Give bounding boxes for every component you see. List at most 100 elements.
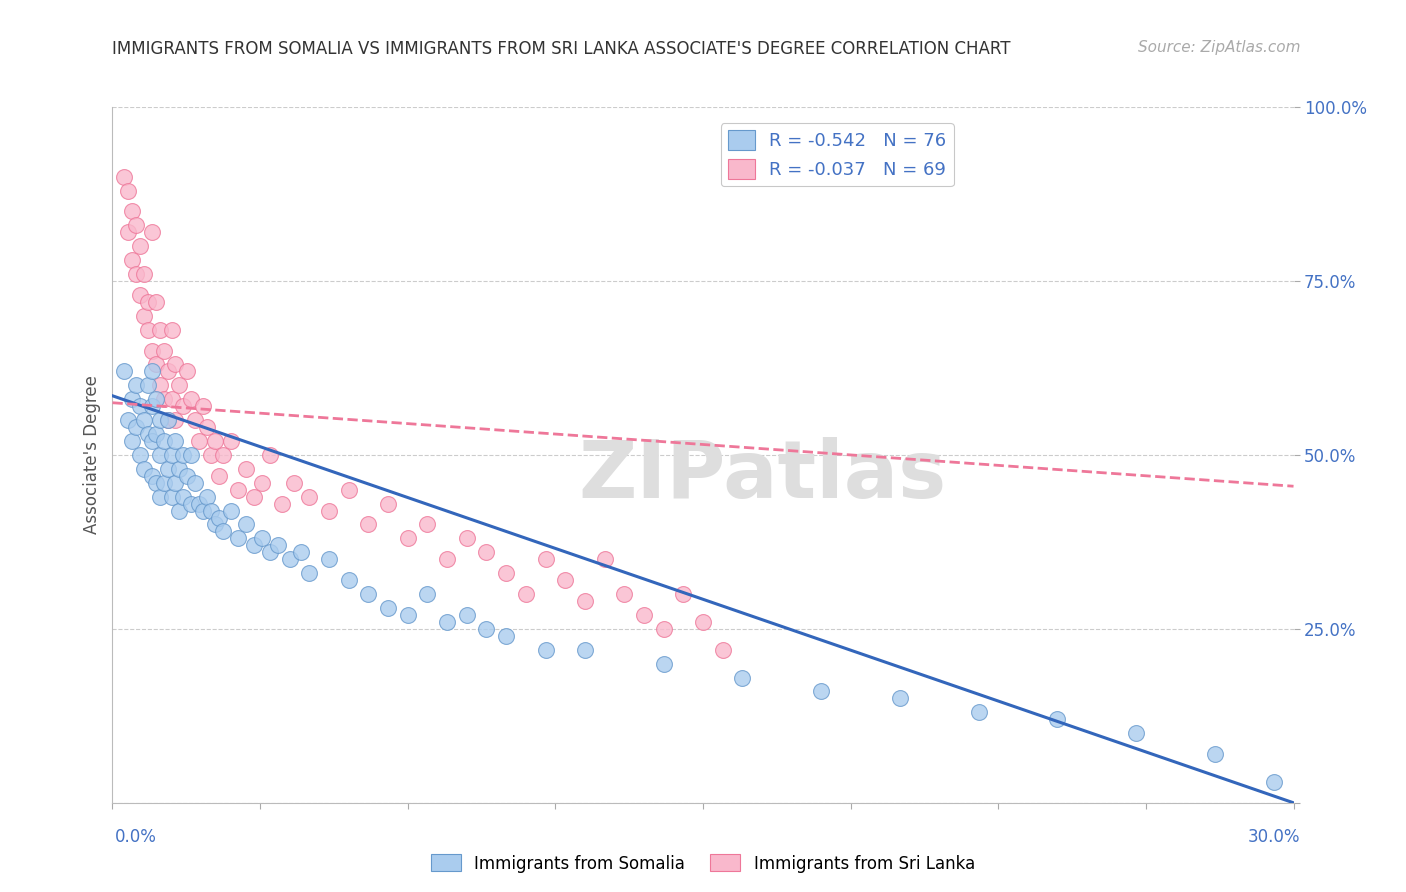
Point: [176, 468, 198, 483]
Point: [219, 434, 242, 448]
Point: [377, 497, 399, 511]
Point: [121, 253, 143, 268]
Point: [112, 364, 135, 378]
Point: [149, 448, 172, 462]
Point: [145, 475, 167, 490]
Point: [1204, 747, 1226, 761]
Point: [125, 267, 148, 281]
Point: [278, 552, 301, 566]
Point: [495, 566, 517, 581]
Point: [145, 427, 167, 442]
Text: ZIPatlas: ZIPatlas: [578, 437, 946, 515]
Point: [270, 497, 292, 511]
Point: [534, 552, 557, 566]
Point: [593, 552, 616, 566]
Point: [136, 323, 159, 337]
Point: [180, 497, 202, 511]
Point: [160, 448, 183, 462]
Point: [136, 294, 159, 309]
Point: [200, 448, 222, 462]
Point: [534, 642, 557, 657]
Point: [377, 601, 399, 615]
Point: [112, 169, 135, 184]
Point: [243, 490, 266, 504]
Point: [456, 532, 478, 546]
Point: [169, 503, 191, 517]
Point: [416, 587, 439, 601]
Point: [554, 573, 576, 587]
Point: [290, 545, 312, 559]
Point: [149, 378, 172, 392]
Point: [396, 607, 419, 622]
Point: [235, 462, 257, 476]
Point: [117, 413, 139, 427]
Text: Source: ZipAtlas.com: Source: ZipAtlas.com: [1137, 40, 1301, 55]
Point: [172, 490, 194, 504]
Text: IMMIGRANTS FROM SOMALIA VS IMMIGRANTS FROM SRI LANKA ASSOCIATE'S DEGREE CORRELAT: IMMIGRANTS FROM SOMALIA VS IMMIGRANTS FR…: [112, 40, 1011, 58]
Point: [211, 524, 233, 539]
Point: [125, 378, 148, 392]
Point: [169, 378, 191, 392]
Point: [574, 642, 596, 657]
Point: [235, 517, 257, 532]
Point: [149, 323, 172, 337]
Point: [357, 517, 380, 532]
Point: [152, 434, 174, 448]
Point: [1263, 775, 1285, 789]
Point: [156, 462, 179, 476]
Point: [475, 622, 498, 636]
Point: [145, 358, 167, 372]
Point: [125, 219, 148, 233]
Point: [132, 267, 155, 281]
Point: [152, 475, 174, 490]
Point: [117, 184, 139, 198]
Point: [711, 642, 734, 657]
Point: [283, 475, 305, 490]
Legend: Immigrants from Somalia, Immigrants from Sri Lanka: Immigrants from Somalia, Immigrants from…: [425, 847, 981, 880]
Point: [184, 475, 207, 490]
Point: [172, 448, 194, 462]
Point: [652, 657, 675, 671]
Point: [204, 434, 226, 448]
Point: [129, 448, 152, 462]
Point: [243, 538, 266, 552]
Point: [967, 706, 990, 720]
Text: 0.0%: 0.0%: [115, 828, 157, 846]
Point: [141, 364, 163, 378]
Legend: R = -0.542   N = 76, R = -0.037   N = 69: R = -0.542 N = 76, R = -0.037 N = 69: [721, 123, 953, 186]
Point: [613, 587, 636, 601]
Point: [515, 587, 537, 601]
Point: [188, 434, 211, 448]
Point: [357, 587, 380, 601]
Point: [149, 413, 172, 427]
Point: [250, 475, 273, 490]
Point: [208, 510, 231, 524]
Point: [204, 517, 226, 532]
Point: [267, 538, 290, 552]
Point: [136, 427, 159, 442]
Point: [160, 490, 183, 504]
Point: [228, 532, 250, 546]
Point: [160, 392, 183, 407]
Point: [165, 475, 187, 490]
Point: [259, 448, 281, 462]
Point: [129, 399, 152, 413]
Point: [180, 392, 202, 407]
Point: [456, 607, 478, 622]
Point: [731, 671, 754, 685]
Point: [188, 497, 211, 511]
Point: [132, 413, 155, 427]
Point: [250, 532, 273, 546]
Point: [191, 399, 214, 413]
Point: [129, 239, 152, 253]
Point: [495, 629, 517, 643]
Point: [165, 358, 187, 372]
Point: [132, 462, 155, 476]
Point: [141, 434, 163, 448]
Point: [141, 343, 163, 358]
Point: [889, 691, 911, 706]
Point: [129, 288, 152, 302]
Point: [692, 615, 714, 629]
Point: [195, 420, 218, 434]
Point: [1125, 726, 1147, 740]
